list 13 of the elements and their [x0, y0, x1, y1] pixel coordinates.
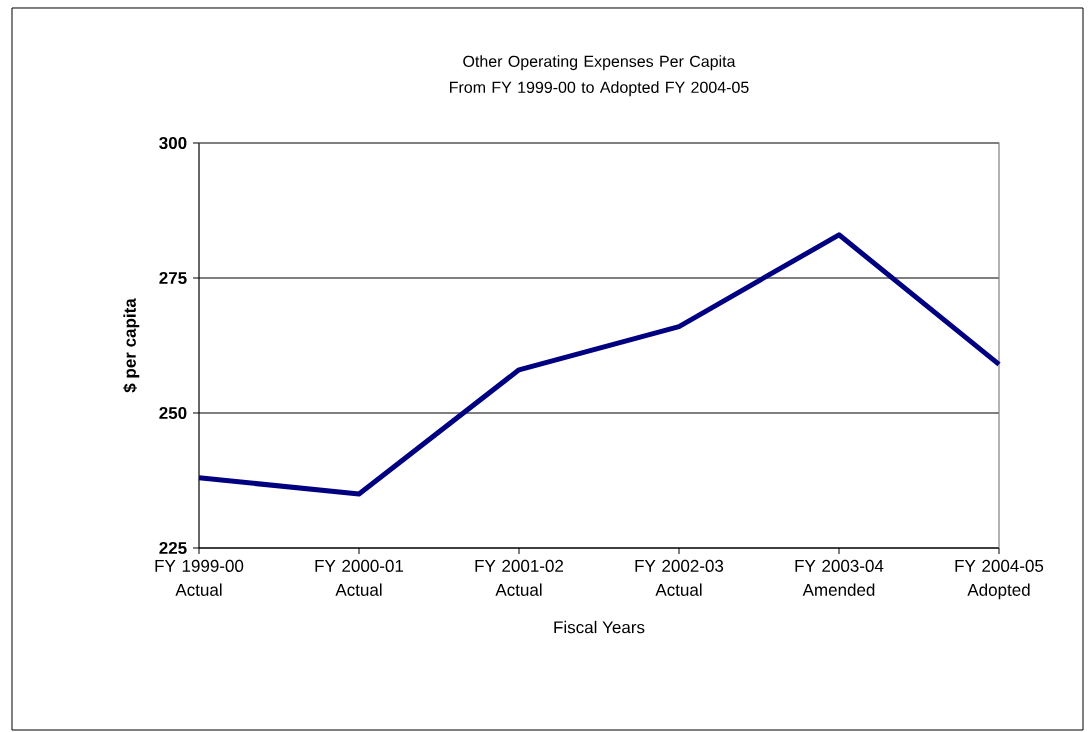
y-tick-label: 225 — [159, 541, 187, 555]
x-tick-label: FY 1999-00 Actual — [155, 559, 244, 596]
x-tick-label: FY 2000-01 Actual — [315, 559, 404, 596]
y-tick-label: 300 — [159, 136, 187, 150]
chart-title: Other Operating Expenses Per Capita From FY 1999-00 to Adopted FY 2004-05 — [450, 55, 749, 97]
x-tick-label: FY 2001-02 Actual — [475, 559, 564, 596]
x-axis-title: Fiscal Years — [554, 620, 645, 634]
y-axis-title: $ per capita — [123, 298, 140, 393]
x-tick-label: FY 2002-03 Actual — [635, 559, 724, 596]
y-tick-label: 275 — [159, 271, 187, 285]
x-tick-label: FY 2004-05 Adopted — [955, 559, 1044, 600]
x-tick-label: FY 2003-04 Amended — [795, 559, 884, 596]
y-tick-label: 250 — [159, 406, 187, 420]
